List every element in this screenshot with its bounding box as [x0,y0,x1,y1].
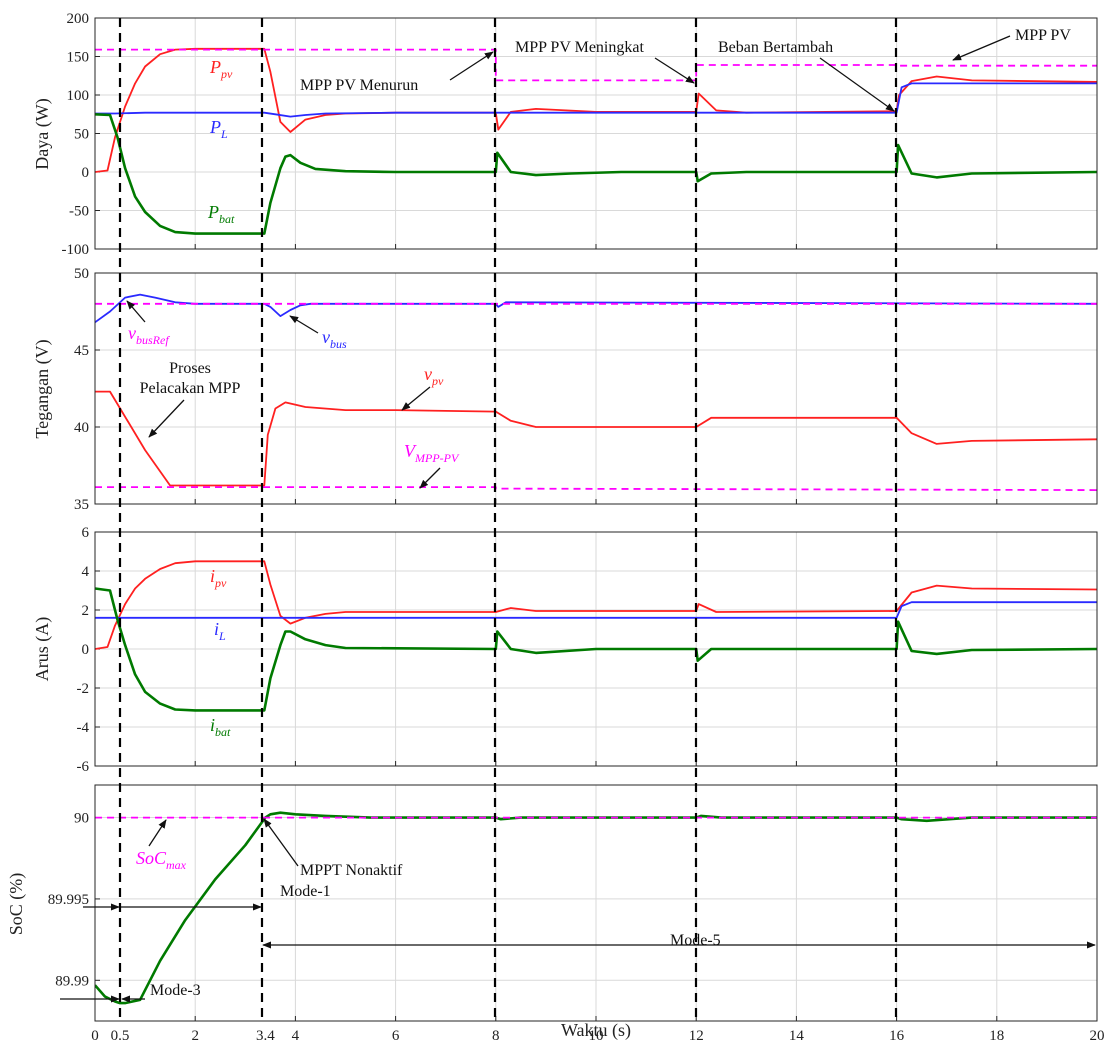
y-axis-label-power: Daya (W) [32,98,53,169]
series-i-bat [95,587,1097,712]
label-socmax: SoCmax [136,848,187,872]
y-tick-label: 40 [74,420,89,436]
x-tick-label: 16 [889,1028,905,1042]
label-il: iL [214,619,226,643]
label-mpp-menurun: MPP PV Menurun [300,77,418,94]
y-tick-label: 4 [82,564,90,580]
x-tick-label: 20 [1090,1028,1105,1042]
x-tick-label: 0 [91,1028,99,1042]
y-tick-label: -4 [77,720,90,736]
label-vbus: vbus [322,327,347,351]
label-ppv: Ppv [209,57,233,81]
soc-annotations: SoCmax MPPT Nonaktif Mode-1 Mode-5 Mode-… [60,818,1096,1003]
y-tick-label: 89.99 [55,973,89,989]
power-annotations: Ppv PL Pbat MPP PV Menurun MPP PV Mening… [207,27,1071,226]
series-group [95,47,1097,235]
y-tick-label: 50 [74,127,89,143]
y-tick-label: 90 [74,811,89,827]
y-tick-label: 100 [67,88,90,104]
series-mpp-pv [95,48,1097,82]
y-tick-label: 150 [67,50,90,66]
soc-panel: 90 89.995 89.99 0 0.5 2 3.4 4 6 8 10 12 14 16 18 20 [48,784,1105,1042]
y-tick-label: 6 [82,525,90,541]
x-axis-label: Waktu (s) [561,1020,631,1041]
y-tick-label: 0 [82,165,90,181]
y-tick-label: 2 [82,603,90,619]
y-tick-label: 35 [74,497,89,513]
x-tick-label: 10 [589,1028,604,1042]
series-p-l [95,82,1097,118]
label-mode-5: Mode-5 [670,932,721,949]
series-p-bat [95,113,1097,235]
y-tick-label: 200 [67,11,90,27]
label-mode-1: Mode-1 [280,883,331,900]
label-proses: Proses [169,360,211,377]
x-tick-label: 4 [292,1028,300,1042]
x-tick-label: 0.5 [111,1028,130,1042]
x-tick-label: 12 [689,1028,704,1042]
y-tick-label: 0 [82,642,90,658]
y-axis-label-soc: SoC (%) [6,873,27,936]
y-tick-label: 45 [74,343,89,359]
label-beban-bertambah: Beban Bertambah [718,39,833,56]
label-vmpp: VMPP-PV [404,441,460,465]
label-vpv: vpv [424,364,444,388]
current-annotations: ipv iL ibat [210,566,231,739]
y-axis-label-voltage: Tegangan (V) [32,339,53,438]
series-group [95,811,1097,1005]
y-tick-label: -100 [62,242,90,258]
label-pelacakan: Pelacakan MPP [140,380,241,397]
x-tick-label: 2 [191,1028,199,1042]
y-tick-label: -2 [77,681,90,697]
event-lines [118,18,898,1021]
y-tick-label: 89.995 [48,892,89,908]
x-tick-label: 8 [492,1028,500,1042]
label-ipv: ipv [210,566,227,590]
series-i-pv [95,560,1097,650]
series-group [95,560,1097,712]
series-i-l [95,601,1097,619]
x-tick-label: 18 [989,1028,1004,1042]
label-pl: PL [209,117,228,141]
series-v-pv [95,390,1097,487]
label-vbusref: vbusRef [128,323,170,347]
y-tick-label: -50 [69,204,89,220]
y-tick-label: 50 [74,266,89,282]
x-tick-label: 14 [789,1028,805,1042]
label-mpp-meningkat: MPP PV Meningkat [515,39,644,56]
y-axis-label-current: Arus (A) [32,617,53,682]
voltage-annotations: vbusRef vbus Proses Pelacakan MPP vpv VM… [126,300,460,489]
x-tick-label: 6 [392,1028,400,1042]
label-ibat: ibat [210,715,231,739]
label-mppt-nonaktif: MPPT Nonaktif [300,862,403,879]
label-pbat: Pbat [207,202,235,226]
label-mode-3: Mode-3 [150,982,201,999]
y-tick-label: -6 [77,759,90,775]
x-tick-label: 3.4 [256,1028,275,1042]
label-mpp-pv: MPP PV [1015,27,1071,44]
